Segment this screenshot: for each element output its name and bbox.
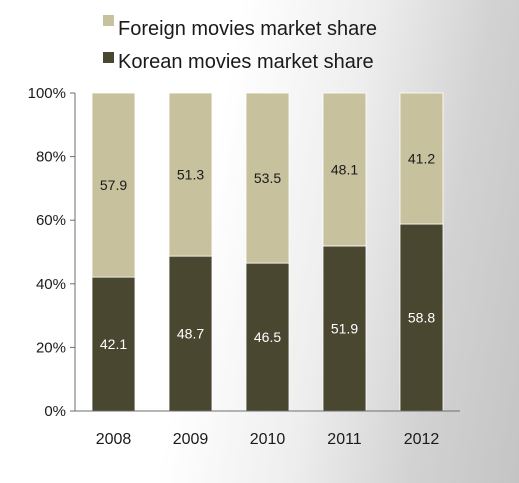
x-axis: 2008 2009 2010 2011 2012 [75,410,460,448]
legend-swatch-korean-movies-market-share [103,52,114,63]
y-tick-label: 40% [36,276,66,293]
data-label-korean-movies-market-share-2012: 58.8 [408,310,435,326]
legend-label-foreign-movies-market-share: Foreign movies market share [118,18,377,40]
bars: 42.1 57.9 48.7 51.3 46.5 53.5 51.9 48.1 58.8 41.2 [91,92,444,412]
legend-label-korean-movies-market-share: Korean movies market share [118,51,374,73]
bar-foreign-movies-market-share-2008 [91,92,136,278]
data-label-korean-movies-market-share-2010: 46.5 [254,329,281,345]
bar-foreign-movies-market-share-2011 [322,92,367,247]
y-tick-label: 0% [44,403,66,420]
data-label-foreign-movies-market-share-2010: 53.5 [254,170,281,186]
data-label-korean-movies-market-share-2011: 51.9 [331,320,358,336]
data-label-foreign-movies-market-share-2012: 41.2 [408,151,435,167]
legend: Foreign movies market share Korean movies… [103,15,377,73]
bar-korean-movies-market-share-2011 [322,245,367,412]
legend-swatch-foreign-movies-market-share [103,15,114,26]
y-axis: 0% 20% 40% 60% 80% 100% [28,85,76,420]
data-label-korean-movies-market-share-2008: 42.1 [100,336,127,352]
bar-foreign-movies-market-share-2009 [168,92,213,257]
data-label-foreign-movies-market-share-2009: 51.3 [177,167,204,183]
data-label-foreign-movies-market-share-2008: 57.9 [100,177,127,193]
bar-korean-movies-market-share-2010 [245,262,290,412]
x-tick-label-2011: 2011 [327,431,362,448]
bar-foreign-movies-market-share-2010 [245,92,290,264]
x-tick-label-2009: 2009 [173,431,209,448]
x-tick-label-2010: 2010 [250,431,286,448]
data-label-foreign-movies-market-share-2011: 48.1 [331,161,358,177]
y-tick-label: 80% [36,149,66,166]
y-tick-label: 60% [36,212,66,229]
bar-foreign-movies-market-share-2012 [399,92,444,225]
bar-korean-movies-market-share-2012 [399,223,444,412]
x-tick-label-2008: 2008 [96,431,132,448]
y-tick-label: 100% [28,85,66,102]
data-label-korean-movies-market-share-2009: 48.7 [177,326,204,342]
x-tick-label-2012: 2012 [404,431,440,448]
y-tick-label: 20% [36,339,66,356]
